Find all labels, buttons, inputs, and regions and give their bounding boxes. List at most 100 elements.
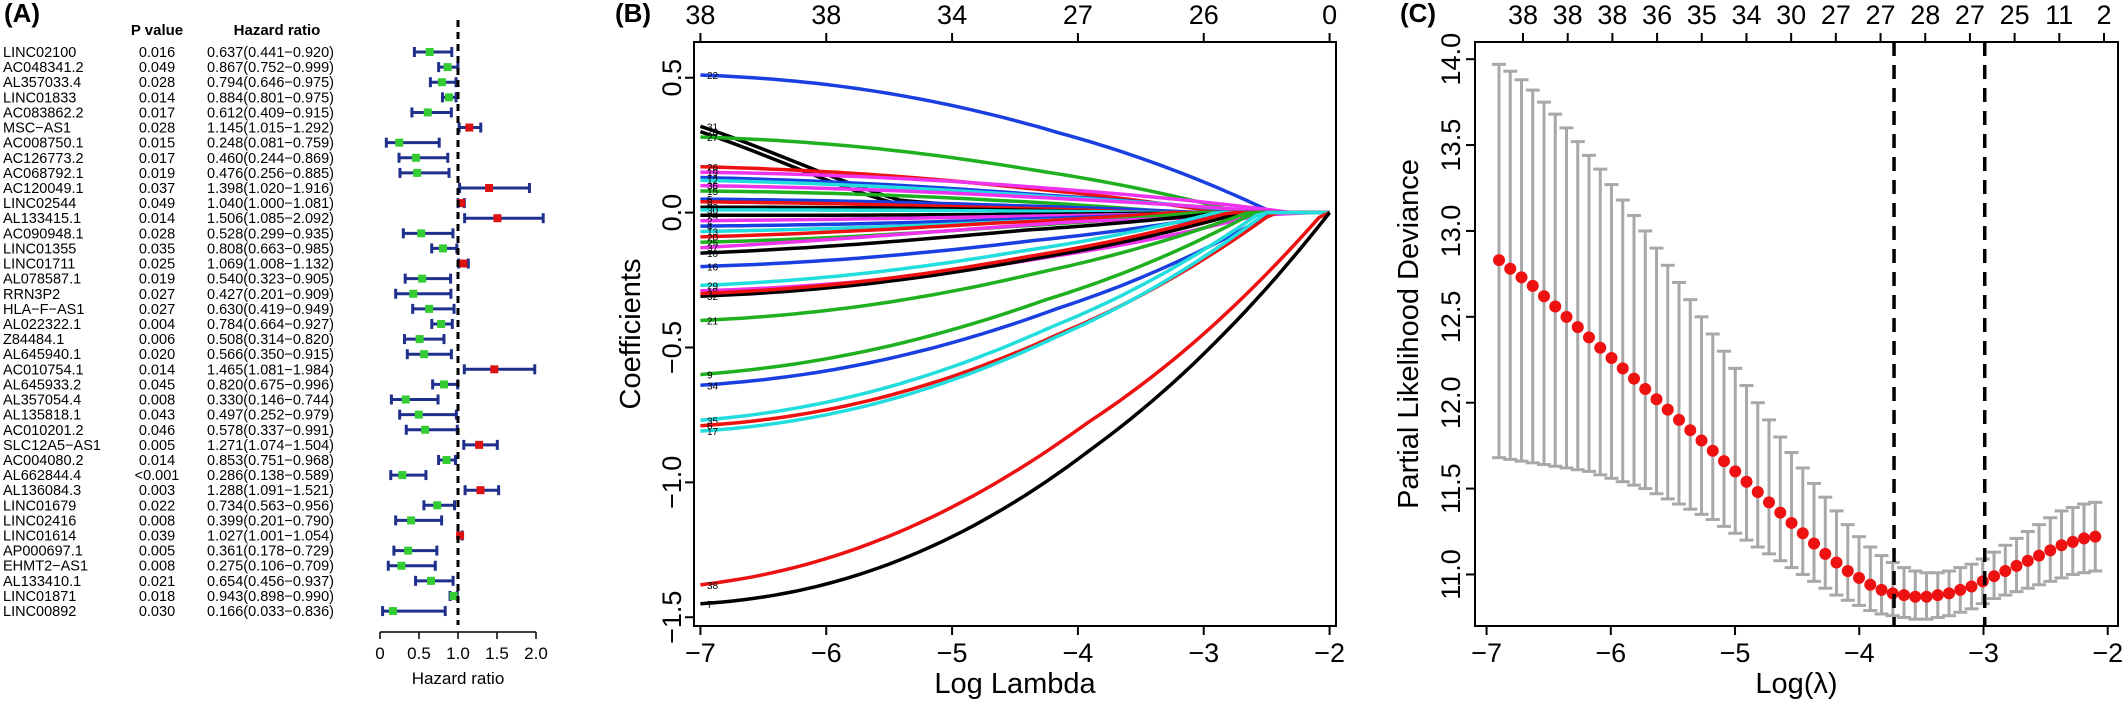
- coef-path: [700, 210, 1330, 428]
- gene-label: SLC12A5−AS1: [3, 438, 101, 454]
- pvalue-cell: 0.021: [139, 574, 175, 590]
- gene-label: AC010754.1: [3, 362, 84, 378]
- hr-point: [493, 214, 502, 223]
- hr-point: [465, 123, 474, 132]
- y-axis-title: Coefficients: [615, 259, 647, 410]
- cv-mean-point: [1965, 580, 1978, 593]
- cv-mean-point: [1515, 271, 1528, 284]
- pvalue-cell: 0.049: [139, 60, 175, 76]
- coef-path-label: 7: [707, 600, 713, 611]
- coef-path: [700, 210, 1330, 433]
- top-tick-label: 25: [2000, 0, 2030, 30]
- coef-path-label: 9: [707, 370, 713, 381]
- hr-ci-cell: 0.275(0.106−0.709): [207, 559, 334, 575]
- gene-label: AC004080.2: [3, 453, 84, 469]
- hr-ci-cell: 0.540(0.323−0.905): [207, 272, 334, 288]
- top-tick-label: 27: [1866, 0, 1896, 30]
- gene-label: AL022322.1: [3, 317, 81, 333]
- coef-path-label: 29: [707, 281, 719, 292]
- cv-mean-point: [1841, 565, 1854, 578]
- pvalue-cell: 0.027: [139, 287, 175, 303]
- hr-point: [425, 304, 434, 313]
- cv-mean-point: [1718, 455, 1731, 468]
- pvalue-cell: 0.005: [139, 438, 175, 454]
- cv-mean-point: [2033, 549, 2046, 562]
- cv-mean-point: [1853, 571, 1866, 584]
- panel-letter-c: (C): [1400, 0, 1436, 28]
- coef-path-label: 3: [707, 290, 713, 301]
- cv-mean-point: [1819, 547, 1832, 560]
- cv-mean-point: [1785, 516, 1798, 529]
- hr-ci-cell: 0.399(0.201−0.790): [207, 513, 334, 529]
- top-tick-label: 27: [1821, 0, 1851, 30]
- gene-label: AC090948.1: [3, 226, 84, 242]
- coef-path-label: 16: [707, 263, 719, 274]
- cv-mean-point: [2044, 544, 2057, 557]
- plot-frame: [1474, 41, 2119, 627]
- y-tick-label: 14.0: [1436, 33, 1466, 86]
- gene-label: AC048341.2: [3, 60, 84, 76]
- gene-label: AL357054.4: [3, 393, 81, 409]
- coef-path-label: 31: [707, 122, 719, 133]
- x-tick-label: −3: [1188, 638, 1219, 668]
- gene-label: AL645933.2: [3, 377, 81, 393]
- hr-point: [425, 48, 434, 56]
- coef-path-label: 24: [707, 211, 719, 222]
- y-tick-label: −1.5: [657, 591, 687, 644]
- cv-mean-point: [1954, 583, 1967, 596]
- cv-mean-point: [1583, 331, 1596, 344]
- x-tick-label: 0: [375, 644, 384, 663]
- top-tick-label: 38: [1597, 0, 1627, 30]
- x-axis-title: Log(λ): [1755, 668, 1837, 700]
- coef-path-label: 26: [707, 163, 719, 174]
- top-tick-label: 38: [685, 0, 715, 30]
- pvalue-cell: 0.046: [139, 423, 175, 439]
- gene-label: AL133415.1: [3, 211, 81, 227]
- coef-path-label: 2: [707, 217, 713, 228]
- hr-ci-cell: 0.734(0.563−0.956): [207, 498, 334, 514]
- coef-path: [700, 211, 1331, 606]
- hr-point: [485, 183, 494, 192]
- hr-point: [404, 546, 413, 555]
- gene-label: AC083862.2: [3, 105, 84, 121]
- coef-path: [700, 183, 1330, 215]
- gene-label: AL662844.4: [3, 468, 81, 484]
- pvalue-cell: 0.016: [139, 45, 175, 61]
- coef-path: [700, 210, 1330, 388]
- hr-ci-cell: 1.288(1.091−1.521): [207, 483, 334, 499]
- hr-ci-cell: 0.794(0.646−0.975): [207, 75, 334, 91]
- gene-label: MSC−AS1: [3, 121, 71, 137]
- coef-path: [700, 210, 1330, 296]
- pvalue-cell: 0.030: [139, 604, 175, 620]
- pvalue-cell: 0.043: [139, 408, 175, 424]
- pvalue-cell: 0.049: [139, 196, 175, 212]
- x-tick-label: −4: [1844, 638, 1875, 668]
- cv-mean-point: [1504, 262, 1517, 275]
- cv-mean-point: [1898, 589, 1911, 602]
- hr-point: [476, 486, 485, 495]
- x-axis-title: Hazard ratio: [412, 669, 505, 688]
- hr-point: [437, 319, 446, 328]
- gene-label: AC008750.1: [3, 136, 84, 152]
- top-tick-label: 34: [937, 0, 967, 30]
- hr-point: [427, 576, 436, 585]
- coef-path-label: 19: [707, 168, 719, 179]
- coef-path-label: 15: [707, 187, 719, 198]
- pvalue-cell: 0.035: [139, 241, 175, 257]
- hr-ci-cell: 0.612(0.409−0.915): [207, 105, 334, 121]
- coef-path-label: 25: [707, 238, 719, 249]
- hr-ci-cell: 1.271(1.074−1.504): [207, 438, 334, 454]
- hr-point: [439, 380, 448, 389]
- cv-mean-point: [1706, 444, 1719, 457]
- gene-label: AL136084.3: [3, 483, 81, 499]
- hr-point: [442, 455, 451, 464]
- cv-mean-point: [1864, 578, 1877, 591]
- x-tick-label: 1.5: [485, 644, 509, 663]
- pvalue-cell: 0.005: [139, 544, 175, 560]
- panel-a-forest-plot: (A) P value Hazard ratio LINC02100 0.016 0.63…: [3, 0, 548, 688]
- top-tick-label: 0: [1322, 0, 1337, 30]
- cv-mean-point: [1808, 537, 1821, 550]
- pvalue-cell: 0.019: [139, 166, 175, 182]
- hr-ci-cell: 0.867(0.752−0.999): [207, 60, 334, 76]
